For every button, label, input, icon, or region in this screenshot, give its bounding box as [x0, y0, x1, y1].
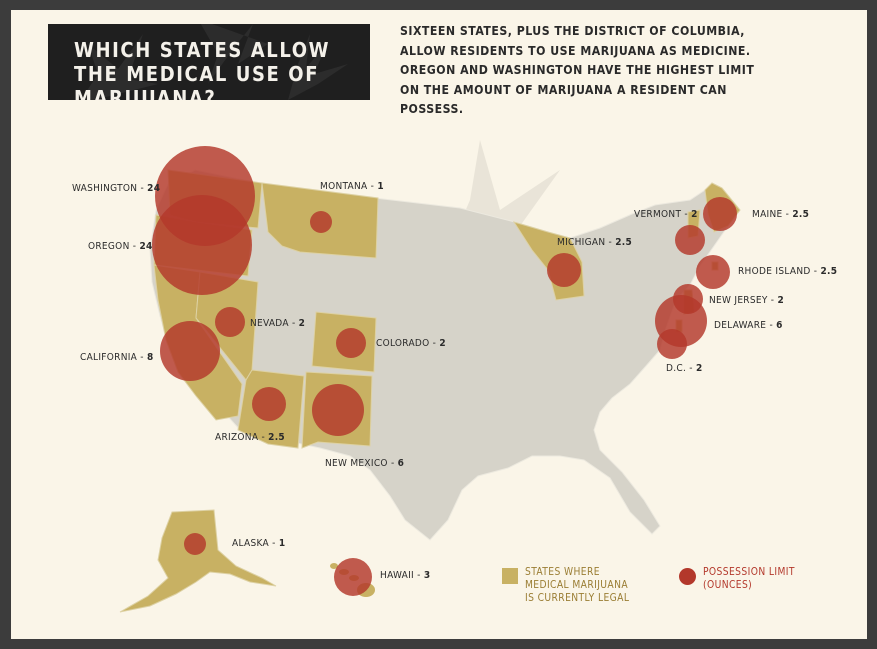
- legend-possession-dot: [679, 568, 696, 585]
- label-michigan: MICHIGAN - 2.5: [557, 237, 633, 248]
- label-alaska: ALASKA - 1: [232, 538, 286, 549]
- circle-vermont: [675, 225, 705, 255]
- circle-alaska: [184, 533, 206, 555]
- label-rhode-island: RHODE ISLAND - 2.5: [738, 266, 838, 277]
- label-nevada: NEVADA - 2: [250, 318, 306, 329]
- label-maine: MAINE - 2.5: [752, 209, 810, 220]
- circle-colorado: [336, 328, 366, 358]
- leaf-pattern-graphic: [80, 24, 348, 100]
- label-oregon: OREGON - 24: [88, 241, 153, 252]
- title-box: WHICH STATES ALLOW THE MEDICAL USE OF MA…: [48, 24, 370, 100]
- circle-new-mexico: [312, 384, 364, 436]
- label-hawaii: HAWAII - 3: [380, 570, 431, 581]
- possession-circles: [152, 146, 737, 596]
- label-new-jersey: NEW JERSEY - 2: [709, 295, 785, 306]
- label-dc: D.C. - 2: [666, 363, 703, 374]
- label-montana: MONTANA - 1: [320, 181, 384, 192]
- state-alaska: [119, 509, 277, 613]
- label-vermont: VERMONT - 2: [634, 209, 698, 220]
- circle-michigan: [547, 253, 581, 287]
- label-colorado: COLORADO - 2: [376, 338, 446, 349]
- legend-legal-swatch: [502, 568, 518, 584]
- circle-rhode-island: [696, 255, 730, 289]
- label-washington: WASHINGTON - 24: [72, 183, 161, 194]
- circle-montana: [310, 211, 332, 233]
- label-new-mexico: NEW MEXICO - 6: [325, 458, 405, 469]
- intro-paragraph: SIXTEEN STATES, PLUS THE DISTRICT OF COL…: [400, 24, 755, 116]
- circle-hawaii: [334, 558, 372, 596]
- circle-arizona: [252, 387, 286, 421]
- circle-maine: [703, 197, 737, 231]
- circle-nevada: [215, 307, 245, 337]
- label-delaware: DELAWARE - 6: [714, 320, 783, 331]
- circle-oregon: [152, 195, 252, 295]
- label-california: CALIFORNIA - 8: [80, 352, 154, 363]
- circle-dc: [657, 329, 687, 359]
- page-title: WHICH STATES ALLOW THE MEDICAL USE OF MA…: [74, 38, 331, 100]
- circle-california: [160, 321, 220, 381]
- legend-possession-text: POSSESSION LIMIT (OUNCES): [703, 567, 795, 591]
- legend-legal-text: STATES WHERE MEDICAL MARIJUANA IS CURREN…: [525, 567, 630, 604]
- label-arizona: ARIZONA - 2.5: [215, 432, 285, 443]
